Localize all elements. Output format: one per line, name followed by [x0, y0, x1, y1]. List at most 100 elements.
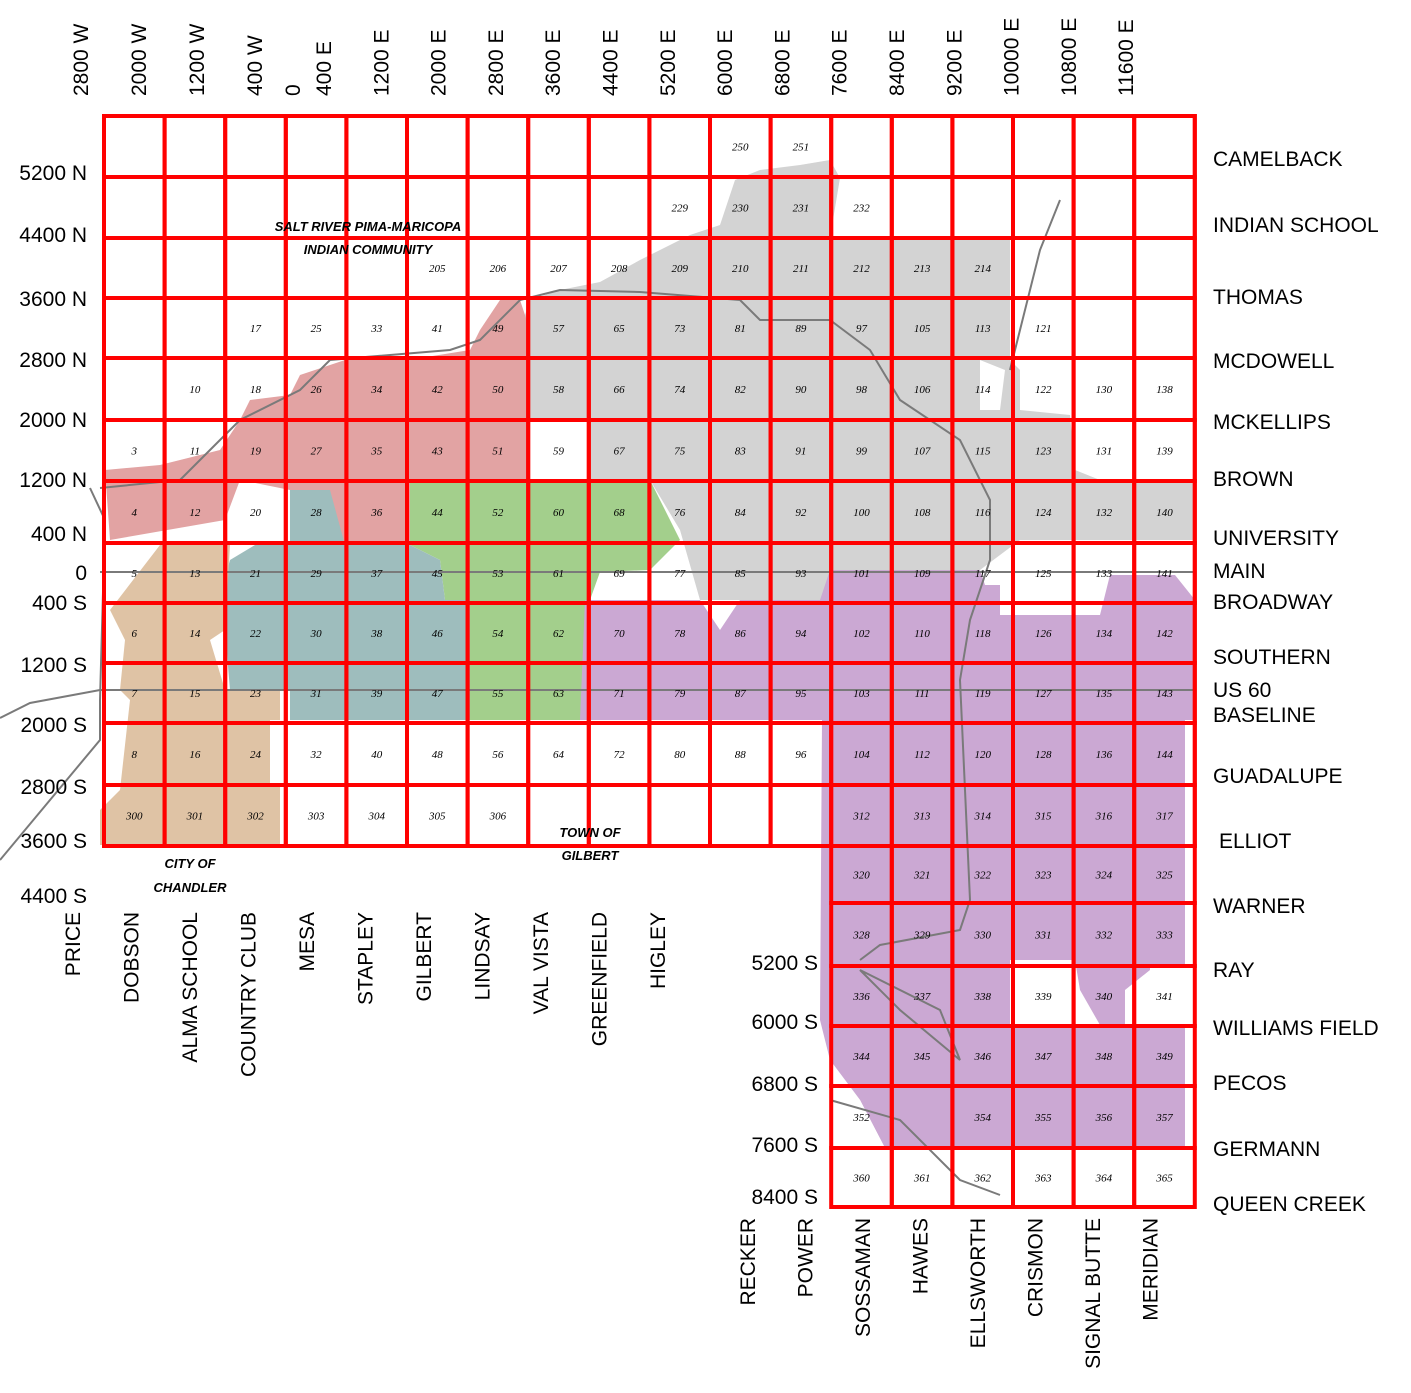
- zone-number: 356: [1095, 1112, 1113, 1124]
- zone-number: 345: [913, 1051, 931, 1063]
- zone-number: 32: [310, 749, 323, 761]
- zone-number: 128: [1035, 749, 1052, 761]
- zone-number: 106: [914, 384, 931, 396]
- loop-202-road: [99, 288, 991, 961]
- bottom-road-label-lower: SIGNAL BUTTE: [1082, 1218, 1105, 1369]
- grid-cell: [526, 114, 591, 179]
- grid-cell: [647, 783, 713, 848]
- zone-number: 66: [614, 384, 626, 396]
- zone-number: 332: [1095, 930, 1113, 942]
- zone-number: 312: [852, 811, 870, 823]
- zone-number: 77: [674, 568, 686, 580]
- zone-number: 360: [852, 1173, 870, 1185]
- zone-number: 78: [674, 628, 686, 640]
- zone-number: 21: [250, 568, 261, 580]
- zone-number: 339: [1034, 991, 1052, 1003]
- zone-number: 47: [432, 688, 444, 700]
- top-coordinate-label: 2800 E: [485, 29, 508, 96]
- top-coordinate-label: 7600 E: [829, 29, 852, 96]
- top-coordinate-label: 400 W: [244, 35, 267, 96]
- zone-number: 320: [852, 870, 870, 882]
- zone-number: 25: [311, 323, 323, 335]
- zone-number: 53: [492, 568, 504, 580]
- zone-number: 40: [371, 749, 383, 761]
- zone-number: 83: [735, 446, 747, 458]
- zone-number: 31: [310, 688, 322, 700]
- grid-cell: [708, 783, 773, 848]
- zone-number: 117: [975, 568, 991, 580]
- zone-number: 70: [614, 628, 626, 640]
- zone-number: 329: [913, 930, 931, 942]
- zone-number: 347: [1034, 1051, 1052, 1063]
- zone-number: 144: [1156, 749, 1173, 761]
- zone-number: 328: [852, 930, 870, 942]
- left-coordinate-label: 2800 S: [20, 776, 87, 799]
- zone-number: 114: [975, 384, 991, 396]
- left-coordinate-label: 2800 N: [19, 349, 87, 372]
- purple-hole-1: [1010, 960, 1100, 1025]
- grid-cell: [405, 114, 470, 179]
- bottom-road-label-lower: SOSSAMAN: [852, 1218, 875, 1337]
- zone-number: 141: [1156, 568, 1173, 580]
- zone-number: 138: [1156, 384, 1173, 396]
- zone-number: 131: [1096, 446, 1113, 458]
- zone-number: 139: [1156, 446, 1173, 458]
- zone-number: 229: [671, 203, 688, 215]
- zone-number: 213: [914, 263, 931, 275]
- grid-cell: [889, 114, 955, 179]
- gilbert-label-line1: TOWN OF: [559, 825, 621, 840]
- zone-number: 28: [311, 507, 323, 519]
- grid-cell: [950, 114, 1016, 179]
- grid-cell: [1011, 236, 1076, 300]
- zone-number: 98: [856, 384, 868, 396]
- zone-number: 336: [852, 991, 870, 1003]
- bottom-road-label-lower: ELLSWORTH: [967, 1218, 990, 1348]
- zone-number: 352: [852, 1112, 870, 1124]
- zone-number: 5: [132, 568, 138, 580]
- right-road-label: QUEEN CREEK: [1213, 1193, 1366, 1216]
- chandler-label-line2: CHANDLER: [154, 880, 228, 895]
- gray-area: [520, 160, 1195, 600]
- zone-number: 67: [614, 446, 626, 458]
- zone-number: 7: [132, 688, 138, 700]
- zone-number: 18: [250, 384, 262, 396]
- left-coordinate-label: 0: [75, 562, 87, 585]
- grid-cell: [829, 114, 894, 179]
- left-coordinate-label: 3600 S: [20, 830, 87, 853]
- bottom-road-label: COUNTRY CLUB: [238, 912, 261, 1077]
- grid-cell: [162, 114, 228, 179]
- zone-number: 116: [975, 507, 991, 519]
- zone-number: 3: [131, 446, 138, 458]
- right-road-label: ELLIOT: [1219, 830, 1292, 853]
- right-road-label: MAIN: [1213, 560, 1266, 583]
- zone-number: 90: [795, 384, 807, 396]
- zone-number: 68: [614, 507, 626, 519]
- zone-number: 104: [853, 749, 870, 761]
- left-coordinate-label: 4400 S: [20, 885, 87, 908]
- zone-number: 59: [553, 446, 565, 458]
- zone-number: 324: [1095, 870, 1113, 882]
- zone-number: 231: [793, 203, 810, 215]
- zone-number: 74: [674, 384, 686, 396]
- left-coordinate-label-lower: 8400 S: [751, 1186, 818, 1209]
- zone-number: 121: [1035, 323, 1052, 335]
- bottom-road-label: GREENFIELD: [589, 912, 612, 1046]
- left-coordinate-label: 5200 N: [19, 162, 87, 185]
- zone-number: 41: [432, 323, 443, 335]
- top-coordinate-label: 2000 W: [128, 23, 151, 96]
- zone-number: 92: [795, 507, 807, 519]
- zone-number: 42: [432, 384, 444, 396]
- zone-number: 126: [1035, 628, 1052, 640]
- zone-number: 49: [492, 323, 504, 335]
- zone-number: 55: [492, 688, 504, 700]
- grid-cell: [1011, 114, 1076, 179]
- zone-number: 337: [913, 991, 931, 1003]
- zone-number: 39: [370, 688, 383, 700]
- grid-cell: [586, 175, 652, 240]
- bottom-road-label: VAL VISTA: [530, 912, 553, 1014]
- zone-number: 349: [1155, 1051, 1173, 1063]
- top-coordinate-label: 2800 W: [70, 23, 93, 96]
- right-road-label: MCDOWELL: [1213, 350, 1334, 373]
- zone-number: 207: [550, 263, 567, 275]
- zone-number: 107: [914, 446, 931, 458]
